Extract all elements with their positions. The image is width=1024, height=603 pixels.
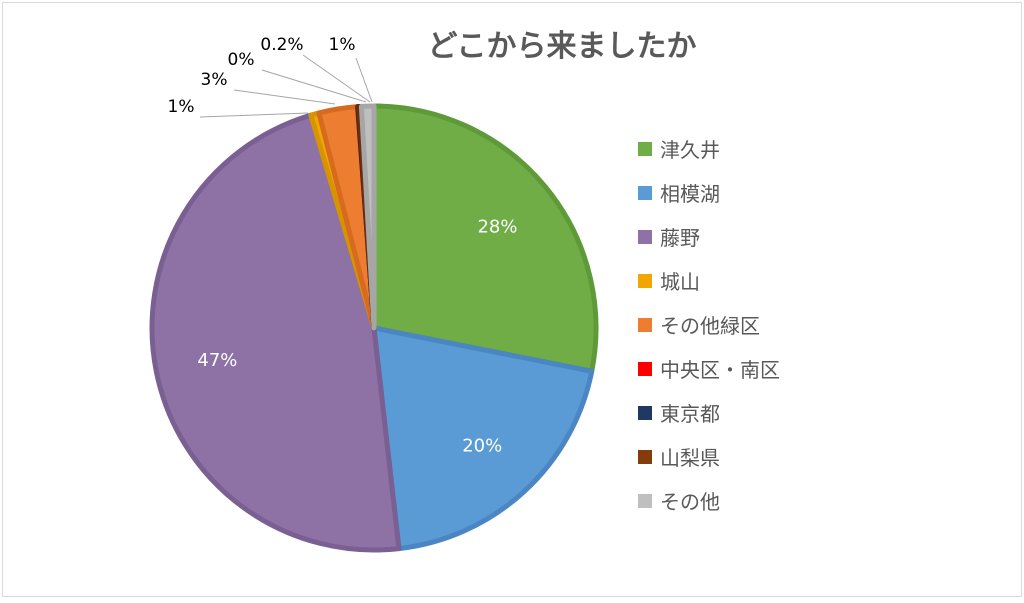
- legend-label-東京都: 東京都: [660, 402, 720, 426]
- legend-label-藤野: 藤野: [660, 226, 700, 250]
- data-label-中央区・南区: 0%: [228, 50, 255, 70]
- leader-line-中央区・南区: [261, 69, 367, 103]
- legend-swatch-中央区・南区: [638, 362, 652, 376]
- legend-swatch-山梨県: [638, 450, 652, 464]
- data-label-城山: 1%: [168, 97, 195, 117]
- legend-swatch-その他: [638, 494, 652, 508]
- leader-lines: [199, 54, 373, 118]
- chart-title: どこから来ましたか: [427, 29, 696, 64]
- pie-slice-津久井: [371, 103, 599, 374]
- legend-swatch-その他緑区: [638, 318, 652, 332]
- leader-line-その他緑区: [233, 89, 336, 105]
- legend-swatch-津久井: [638, 142, 652, 156]
- legend-swatch-相模湖: [638, 186, 652, 200]
- pie-slices: [149, 103, 599, 553]
- legend-label-城山: 城山: [660, 270, 700, 294]
- data-label-藤野: 47%: [197, 350, 237, 371]
- legend-label-相模湖: 相模湖: [660, 182, 720, 206]
- legend-label-中央区・南区: 中央区・南区: [660, 358, 780, 382]
- legend-label-津久井: 津久井: [660, 138, 720, 162]
- data-label-その他緑区: 3%: [201, 70, 228, 90]
- legend-label-その他緑区: その他緑区: [660, 314, 760, 338]
- data-label-山梨県: 0.2%: [260, 35, 303, 55]
- data-label-相模湖: 20%: [462, 436, 502, 457]
- pie-slice-藤野: [149, 112, 402, 553]
- legend-label-山梨県: 山梨県: [660, 446, 720, 470]
- pie-slice-相模湖: [371, 325, 595, 552]
- legend-swatch-藤野: [638, 230, 652, 244]
- leader-line-城山: [199, 112, 309, 118]
- leader-line-山梨県: [302, 54, 371, 103]
- legend-label-その他: その他: [660, 490, 720, 514]
- data-labels: 28% 20% 47% 1% 3%0%0.2% 1%: [168, 35, 518, 457]
- leader-line-その他: [355, 57, 373, 103]
- pie-slice-その他: [358, 103, 377, 331]
- data-label-津久井: 28%: [477, 217, 517, 238]
- legend-swatch-東京都: [638, 406, 652, 420]
- legend-swatch-城山: [638, 274, 652, 288]
- data-label-その他: 1%: [329, 35, 356, 55]
